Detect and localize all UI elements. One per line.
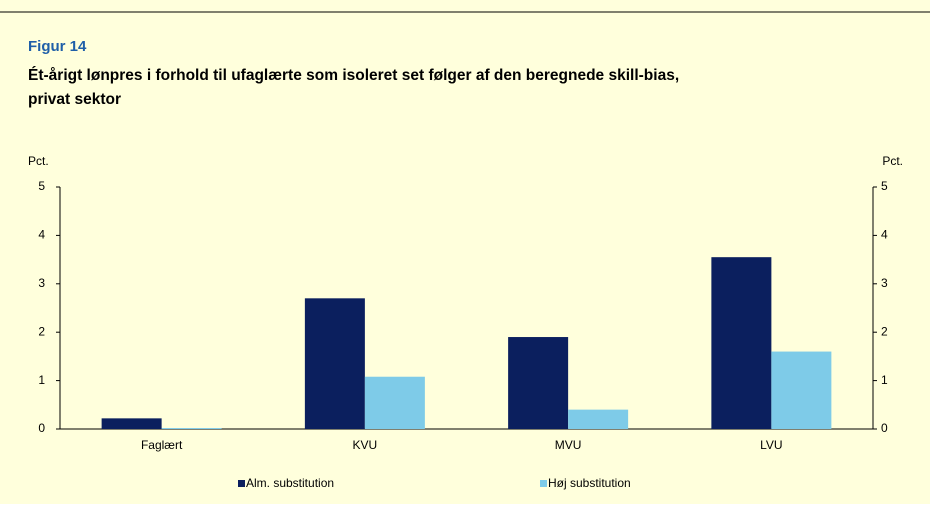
y-axis-label: Pct.	[28, 154, 49, 168]
figure-label: Figur 14	[28, 38, 87, 55]
y-tick-label: 2	[38, 324, 45, 338]
bar	[711, 257, 772, 429]
bar	[161, 428, 222, 429]
legend-label: Høj substitution	[548, 476, 631, 490]
bar	[304, 298, 365, 429]
y-tick-label: 0	[38, 421, 45, 435]
x-tick-label: Faglært	[141, 438, 183, 452]
y2-tick-label: 3	[881, 276, 888, 290]
x-tick-label: MVU	[555, 438, 582, 452]
y2-tick-label: 5	[881, 179, 888, 193]
bar	[508, 337, 569, 429]
chart-title-line2: privat sektor	[28, 91, 121, 108]
y-tick-label: 5	[38, 179, 45, 193]
x-tick-label: LVU	[760, 438, 782, 452]
bar	[568, 409, 629, 429]
y2-axis-label: Pct.	[882, 154, 903, 168]
bar	[771, 351, 832, 429]
legend-swatch	[238, 480, 245, 487]
x-tick-label: KVU	[353, 438, 378, 452]
legend-swatch	[540, 480, 547, 487]
bar	[101, 418, 162, 429]
y-tick-label: 4	[38, 228, 45, 242]
y2-tick-label: 1	[881, 373, 888, 387]
y2-tick-label: 4	[881, 228, 888, 242]
chart-title: Ét-årigt lønpres i forhold til ufaglærte…	[28, 67, 679, 84]
y-tick-label: 1	[38, 373, 45, 387]
bar	[364, 376, 425, 429]
y2-tick-label: 2	[881, 324, 888, 338]
legend-label: Alm. substitution	[246, 476, 334, 490]
y-tick-label: 3	[38, 276, 45, 290]
y2-tick-label: 0	[881, 421, 888, 435]
